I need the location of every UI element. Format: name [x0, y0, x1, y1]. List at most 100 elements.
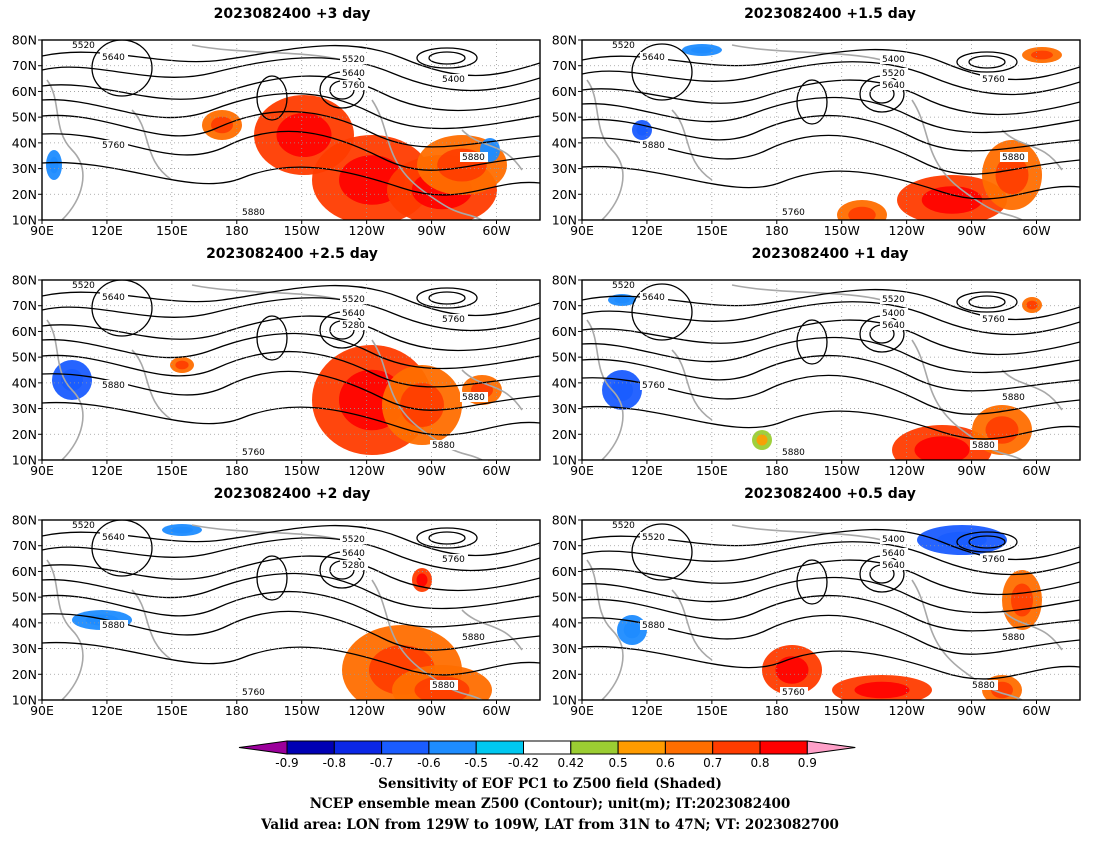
lat-tick-label: 30N	[12, 401, 37, 416]
sensitivity-shading-core	[914, 436, 970, 460]
lon-tick-label: 120E	[631, 463, 663, 478]
colorbar-swatch	[428, 740, 477, 755]
plot-area	[42, 280, 540, 460]
lat-tick-label: 50N	[12, 590, 37, 605]
z500-closed-contour	[416, 287, 478, 309]
coastline	[586, 559, 624, 700]
z500-closed-contour	[428, 531, 466, 545]
z500-contour	[42, 572, 540, 610]
contour-label: 5640	[882, 81, 905, 91]
sensitivity-shading-core	[1026, 300, 1038, 310]
contour-label: 5400	[882, 55, 905, 65]
z500-contour	[582, 614, 1080, 655]
z500-contour	[42, 555, 540, 592]
coastline	[371, 339, 483, 460]
contour-label: 5640	[102, 533, 125, 543]
colorbar-tick-label: -0.8	[323, 756, 346, 770]
lon-tick-label: 180	[765, 703, 789, 718]
map-panel-3: 5520 5640 5520 5640 5280 5760 5880 5760 5880 5880…	[12, 273, 541, 478]
z500-contour	[42, 284, 540, 317]
z500-contour	[42, 401, 540, 436]
plot-frame	[581, 279, 1081, 461]
map-panel-1: 5520 5640 5520 5640 5760 5400 5760 5880 5880 80N 7…	[12, 33, 541, 238]
lon-tick-label: 60W	[1022, 463, 1050, 478]
lon-tick-label: 150E	[696, 463, 728, 478]
lat-tick-label: 80N	[12, 33, 37, 48]
sensitivity-shading-core	[1031, 50, 1053, 60]
lon-tick-label: 60W	[482, 463, 510, 478]
sensitivity-shading-core	[921, 186, 983, 214]
sensitivity-shading-core	[1011, 583, 1033, 617]
contour-label: 5640	[102, 293, 125, 303]
lon-tick-label: 120W	[889, 703, 925, 718]
z500-contour	[582, 165, 1080, 200]
contour-label: 5880	[462, 633, 485, 643]
sensitivity-shading-core	[211, 116, 233, 134]
z500-contour	[42, 590, 540, 628]
lat-tick-label: 40N	[552, 135, 577, 150]
lat-tick-label: 50N	[12, 110, 37, 125]
lat-tick-label: 10N	[552, 693, 577, 708]
z500-closed-contour	[91, 280, 153, 337]
lat-tick-label: 20N	[12, 667, 37, 682]
contour-label: 5760	[242, 448, 265, 458]
lat-tick-label: 40N	[12, 375, 37, 390]
colorbar-swatch	[381, 740, 430, 755]
z500-contour	[582, 374, 1080, 415]
panel-title-6: 2023082400 +0.5 day	[744, 486, 916, 502]
colorbar-swatch	[523, 740, 572, 755]
contour-label: 5880	[1002, 153, 1025, 163]
lon-tick-label: 180	[225, 463, 249, 478]
contour-label: 5880	[462, 153, 485, 163]
sensitivity-shading-core	[400, 383, 444, 427]
sensitivity-shading-core	[276, 113, 332, 157]
lon-tick-label: 180	[225, 223, 249, 238]
contour-label: 5400	[442, 75, 465, 85]
colorbar-tick-label: 0.5	[609, 756, 628, 770]
coastline	[461, 369, 523, 411]
lat-tick-label: 80N	[552, 273, 577, 288]
coastline	[911, 99, 1023, 220]
lon-tick-label: 120E	[91, 703, 123, 718]
colorbar-swatch	[712, 740, 761, 755]
contour-label: 5640	[882, 561, 905, 571]
contour-label: 5280	[342, 321, 365, 331]
contour-label: 5760	[102, 141, 125, 151]
lat-tick-label: 70N	[12, 58, 37, 73]
colorbar-min-arrow	[238, 740, 288, 755]
coastline	[461, 609, 523, 651]
z500-contour	[42, 75, 540, 112]
contour-label: 5280	[342, 561, 365, 571]
sensitivity-shading-core	[775, 656, 809, 684]
z500-closed-contour	[631, 283, 693, 341]
panel-title-5: 2023082400 +2 day	[213, 486, 371, 502]
coastline	[131, 589, 173, 661]
contour-label: 5760	[342, 81, 365, 91]
contour-label: 5520	[612, 521, 635, 531]
colorbar-tick-label: -0.42	[508, 756, 539, 770]
colorbar-swatch	[664, 740, 714, 755]
sensitivity-shading-core	[611, 379, 633, 401]
lon-tick-label: 60W	[482, 223, 510, 238]
lon-tick-label: 90W	[957, 463, 985, 478]
contour-label: 5640	[342, 549, 365, 559]
contour-label: 5760	[242, 688, 265, 698]
z500-contour	[582, 301, 1080, 336]
lon-tick-label: 90E	[570, 223, 594, 238]
lat-tick-label: 30N	[552, 401, 577, 416]
coastline	[371, 99, 483, 220]
z500-contour	[42, 297, 540, 332]
map-panel-4: 5520 5640 5520 5400 5640 5760 5760 5880 5880 5880…	[552, 273, 1081, 478]
contour-label: 5640	[102, 53, 125, 63]
sensitivity-shading-core	[691, 46, 713, 54]
contour-label: 5760	[982, 75, 1005, 85]
z500-contour	[42, 161, 540, 196]
contour-label: 5520	[72, 521, 95, 531]
z500-contour	[582, 576, 1080, 614]
lon-tick-label: 120E	[91, 223, 123, 238]
lat-tick-label: 80N	[552, 33, 577, 48]
lon-tick-label: 60W	[482, 703, 510, 718]
contour-label: 5520	[612, 281, 635, 291]
contour-label: 5520	[72, 281, 95, 291]
lon-tick-label: 150W	[284, 703, 320, 718]
